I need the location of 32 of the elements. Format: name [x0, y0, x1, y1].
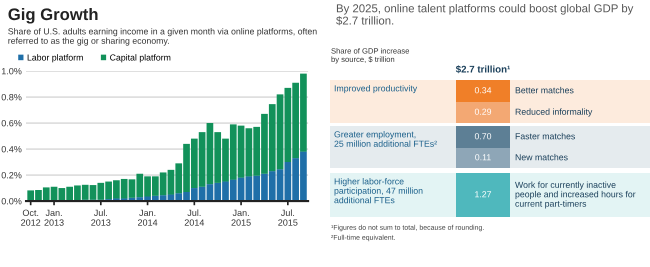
y-tick-label: 0.4%: [2, 146, 22, 152]
text: Reduced informality: [516, 108, 592, 117]
text: 0.11: [475, 154, 491, 160]
text: 0.70: [474, 133, 492, 140]
text: By 2025, online talent platforms could boost global GDP by $2.7 trillion.: [336, 4, 634, 26]
text: Work for currently inactive people and increased hours for current part-timers: [515, 181, 636, 209]
chart-title: Gig Growth: [8, 8, 98, 24]
text: Greater employment, 25 million additional FTEs²: [334, 131, 437, 147]
y-tick-label: 1.0%: [2, 68, 22, 74]
text: 1.27: [475, 191, 492, 198]
x-tick-label: Jul. 2014: [184, 209, 204, 226]
text: 0.29: [474, 108, 492, 115]
y-tick-label: 0.8%: [2, 94, 22, 100]
x-tick-label: Jul. 2015: [278, 209, 298, 226]
legend-label: Labor platform: [28, 54, 83, 62]
x-tick-label: Jul. 2013: [91, 209, 110, 226]
text: $2.7 trillion¹: [456, 65, 510, 74]
chart-subtitle: Share of U.S. adults earning income in a given month via online platforms, often referred to as the gig or sharing economy.: [8, 28, 317, 46]
y-tick-label: 0.2%: [2, 172, 22, 178]
text: 0.34: [474, 87, 492, 94]
x-tick-label: Jan. 2013: [44, 210, 64, 226]
text: Better matches: [516, 86, 574, 94]
text: Higher labor-force participation, 47 million additional FTEs: [334, 178, 422, 204]
text: New matches: [516, 154, 568, 160]
y-tick-label: 0.0%: [2, 198, 22, 204]
legend-label: Capital platform: [110, 54, 170, 62]
x-tick-label: Jan. 2015: [231, 210, 251, 226]
text: Improved productivity: [334, 85, 418, 94]
y-tick-label: 0.6%: [2, 120, 22, 126]
x-tick-label: Jan. 2014: [138, 210, 158, 226]
text: Faster matches: [516, 132, 575, 140]
x-tick-label: Oct. 2012: [21, 210, 40, 226]
